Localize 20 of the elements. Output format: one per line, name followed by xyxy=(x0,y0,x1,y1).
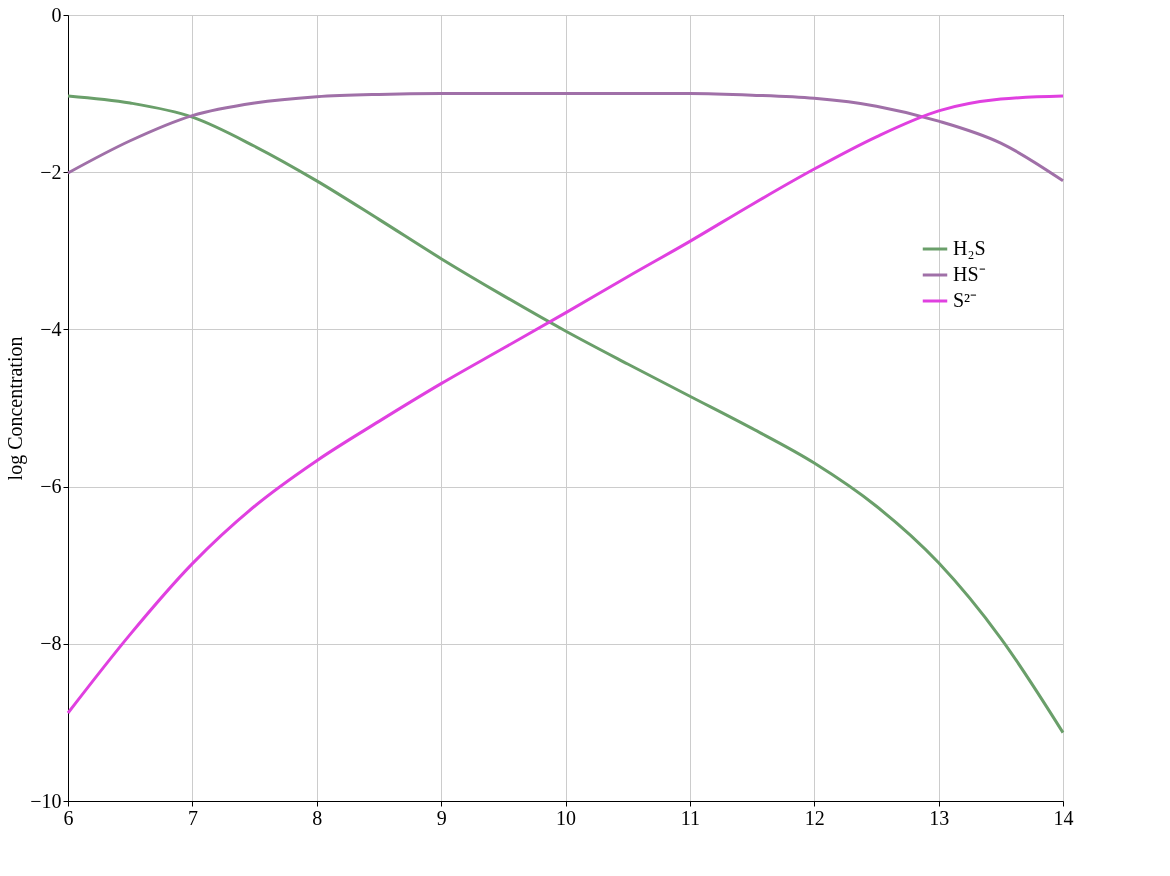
legend-label: H₂S xyxy=(953,237,986,259)
x-tick-label: 11 xyxy=(680,806,701,829)
x-tick-label: 9 xyxy=(436,806,447,829)
x-tick-label: 6 xyxy=(63,806,74,829)
x-tick-label: 13 xyxy=(929,806,950,829)
legend-label: HS⁻ xyxy=(953,263,986,285)
x-tick-label: 7 xyxy=(187,806,198,829)
y-axis-title: log Concentration xyxy=(4,336,28,481)
y-tick-label: −10 xyxy=(30,789,62,812)
y-tick-label: 0 xyxy=(51,3,62,26)
y-tick-label: −2 xyxy=(40,160,62,183)
y-tick-label: −6 xyxy=(40,475,62,498)
legend-label: S²⁻ xyxy=(953,289,978,311)
x-tick-label: 14 xyxy=(1053,806,1074,829)
line-series xyxy=(66,92,1065,183)
y-tick-label: −8 xyxy=(40,632,62,655)
x-tick-label: 10 xyxy=(556,806,576,829)
x-tick-label: 12 xyxy=(804,806,825,829)
y-tick-label: −4 xyxy=(40,317,62,340)
x-tick-label: 8 xyxy=(312,806,323,829)
